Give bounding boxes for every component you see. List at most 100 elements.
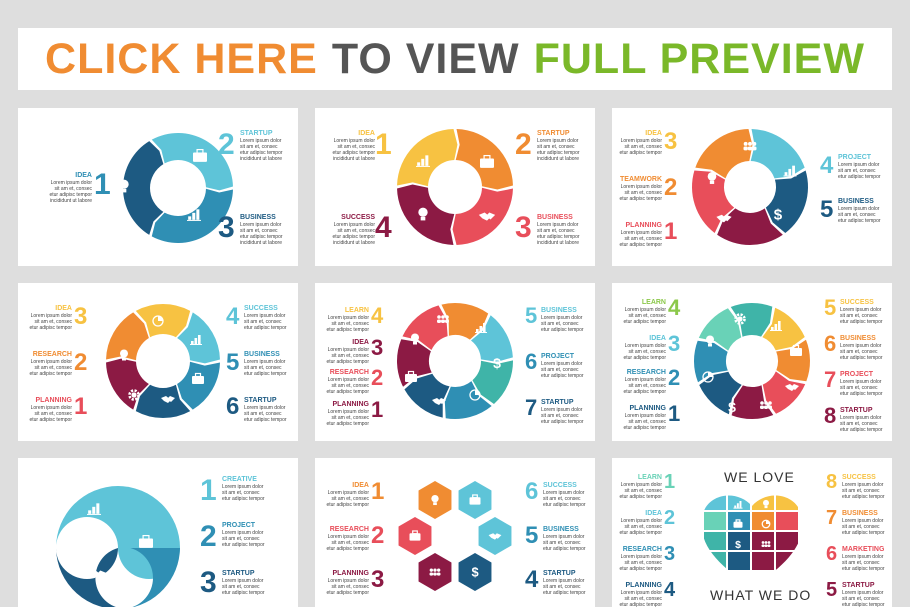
heart-tile bbox=[728, 532, 750, 550]
panel-hex-6[interactable]: $1 IDEA Lorem ipsum dolor sit am et, conse… bbox=[315, 458, 595, 607]
step-text-block: IDEA Lorem ipsum dolor sit am et, consec … bbox=[612, 130, 662, 156]
step-title: STARTUP bbox=[543, 570, 576, 577]
step-title: IDEA bbox=[649, 335, 666, 342]
heart-tile bbox=[728, 495, 750, 510]
pie-icon bbox=[152, 315, 164, 327]
step-number: 5 bbox=[525, 522, 539, 549]
panel-5-steps-graphic: $ bbox=[692, 129, 808, 245]
step-text-block: MARKETING Lorem ipsum dolor sit am et, co… bbox=[842, 546, 892, 572]
step-number: 7 bbox=[525, 395, 538, 420]
ring-segment bbox=[731, 385, 774, 419]
panel-6-steps-graphic bbox=[106, 304, 220, 418]
step-title: BUSINESS bbox=[543, 526, 579, 533]
panel-7-steps[interactable]: $1 PLANNING Lorem ipsum dolor sit am et, c… bbox=[315, 283, 595, 441]
step-title: SUCCESS bbox=[543, 482, 577, 489]
svg-text:$: $ bbox=[471, 565, 478, 580]
panel-swirl-3[interactable]: 1 CREATIVE Lorem ipsum dolor sit am et, co… bbox=[18, 458, 298, 607]
step-number: 7 bbox=[824, 367, 837, 392]
step-description: Lorem ipsum dolor sit am et, consec etur… bbox=[842, 482, 885, 500]
step-text-block: SUCCESS Lorem ipsum dolor sit am et, cons… bbox=[840, 299, 892, 325]
banner-click-here: CLICK HERE bbox=[45, 34, 318, 83]
step-number: 1 bbox=[74, 393, 88, 420]
step-text-block: STARTUP Lorem ipsum dolor sit am et, cons… bbox=[240, 130, 298, 162]
pie-icon bbox=[469, 389, 481, 401]
step-text-block: RESEARCH Lorem ipsum dolor sit am et, con… bbox=[18, 351, 72, 377]
dollar-icon: $ bbox=[735, 539, 741, 551]
panel-3-steps[interactable]: 1 IDEA Lorem ipsum dolor sit am et, consec… bbox=[18, 108, 298, 266]
step-number: 1 bbox=[664, 218, 678, 245]
heart-tile bbox=[704, 495, 726, 510]
step-description: Lorem ipsum dolor sit am et, consec etur… bbox=[332, 222, 375, 246]
panel-8-steps-graphic: $ bbox=[694, 303, 810, 419]
step-title: PLANNING bbox=[332, 570, 369, 577]
step-description: Lorem ipsum dolor sit am et, consec etur… bbox=[222, 530, 265, 548]
step-number: 4 bbox=[820, 152, 834, 179]
step-title: PLANNING bbox=[625, 222, 662, 229]
step-text-block: STARTUP Lorem ipsum dolor sit am et, cons… bbox=[543, 570, 595, 596]
svg-text:$: $ bbox=[493, 355, 501, 371]
step-title: RESEARCH bbox=[329, 369, 369, 376]
bulb-icon bbox=[120, 349, 128, 361]
step-text-block: BUSINESS Lorem ipsum dolor sit am et, con… bbox=[244, 351, 298, 377]
step-description: Lorem ipsum dolor sit am et, consec etur… bbox=[619, 482, 662, 500]
bulb-icon bbox=[706, 335, 714, 347]
briefcase-icon bbox=[469, 494, 481, 505]
hexagon-tile bbox=[458, 553, 492, 591]
ring-segment bbox=[470, 315, 513, 362]
step-number: 2 bbox=[371, 522, 385, 549]
gear-icon bbox=[734, 313, 746, 325]
step-number: 8 bbox=[824, 403, 837, 428]
panel-heart-8[interactable]: $ WE LOVE WHAT WE DO 1 LEARN Lorem ipsum dolo… bbox=[612, 458, 892, 607]
ring-segment bbox=[750, 129, 805, 179]
step-description: Lorem ipsum dolor sit am et, consec etur… bbox=[541, 315, 584, 333]
step-text-block: BUSINESS Lorem ipsum dolor sit am et, con… bbox=[543, 526, 595, 552]
step-description: Lorem ipsum dolor sit am et, consec etur… bbox=[244, 313, 287, 331]
briefcase-icon bbox=[139, 534, 153, 548]
step-title: BUSINESS bbox=[838, 198, 874, 205]
step-text-block: BUSINESS Lorem ipsum dolor sit am et, con… bbox=[840, 335, 892, 361]
ring-segment bbox=[762, 371, 806, 414]
step-description: Lorem ipsum dolor sit am et, consec etur… bbox=[623, 413, 666, 431]
heart-tile bbox=[752, 532, 774, 550]
handshake-icon bbox=[488, 533, 502, 540]
ring-segment bbox=[122, 141, 164, 235]
step-text-block: STARTUP Lorem ipsum dolor sit am et, cons… bbox=[537, 130, 595, 162]
step-description: Lorem ipsum dolor sit am et, consec etur… bbox=[838, 162, 881, 180]
heart-tile bbox=[776, 512, 798, 530]
swirl-segment bbox=[56, 548, 118, 607]
panel-5-steps[interactable]: $1 PLANNING Lorem ipsum dolor sit am et, c… bbox=[612, 108, 892, 266]
step-number: 3 bbox=[668, 331, 681, 356]
step-description: Lorem ipsum dolor sit am et, consec etur… bbox=[29, 313, 72, 331]
step-text-block: BUSINESS Lorem ipsum dolor sit am et, con… bbox=[240, 214, 298, 246]
step-description: Lorem ipsum dolor sit am et, consec etur… bbox=[240, 222, 283, 246]
ring-segment bbox=[177, 361, 220, 410]
panel-8-steps[interactable]: $1 PLANNING Lorem ipsum dolor sit am et, c… bbox=[612, 283, 892, 441]
step-description: Lorem ipsum dolor sit am et, consec etur… bbox=[326, 534, 369, 552]
preview-banner[interactable]: CLICK HERE TO VIEW FULL PREVIEW bbox=[18, 28, 892, 90]
ring-segment bbox=[692, 170, 735, 234]
step-number: 2 bbox=[218, 128, 235, 161]
step-title: PLANNING bbox=[35, 397, 72, 404]
heart-tile bbox=[728, 552, 750, 570]
panel-4-steps[interactable]: 1 IDEA Lorem ipsum dolor sit am et, consec… bbox=[315, 108, 595, 266]
step-title: BUSINESS bbox=[537, 214, 573, 221]
step-description: Lorem ipsum dolor sit am et, consec etur… bbox=[619, 184, 662, 202]
handshake-icon bbox=[716, 214, 732, 223]
panel-hex-6-graphic: $ bbox=[398, 481, 512, 591]
step-title: IDEA bbox=[352, 339, 369, 346]
step-description: Lorem ipsum dolor sit am et, consec etur… bbox=[326, 377, 369, 395]
step-description: Lorem ipsum dolor sit am et, consec etur… bbox=[222, 484, 265, 502]
step-title: IDEA bbox=[55, 305, 72, 312]
step-text-block: STARTUP Lorem ipsum dolor sit am et, cons… bbox=[842, 582, 892, 607]
panel-6-steps[interactable]: 1 PLANNING Lorem ipsum dolor sit am et, co… bbox=[18, 283, 298, 441]
step-number: 2 bbox=[200, 520, 217, 553]
step-description: Lorem ipsum dolor sit am et, consec etur… bbox=[537, 222, 580, 246]
step-number: 6 bbox=[226, 393, 240, 420]
step-text-block: SUCCESS Lorem ipsum dolor sit am et, cons… bbox=[543, 482, 595, 508]
ring-segment bbox=[762, 307, 805, 351]
ring-segment bbox=[730, 303, 773, 337]
step-description: Lorem ipsum dolor sit am et, consec etur… bbox=[842, 518, 885, 536]
ring-segment bbox=[472, 360, 513, 404]
step-number: 5 bbox=[226, 349, 240, 376]
step-text-block: LEARN Lorem ipsum dolor sit am et, consec… bbox=[315, 307, 369, 333]
